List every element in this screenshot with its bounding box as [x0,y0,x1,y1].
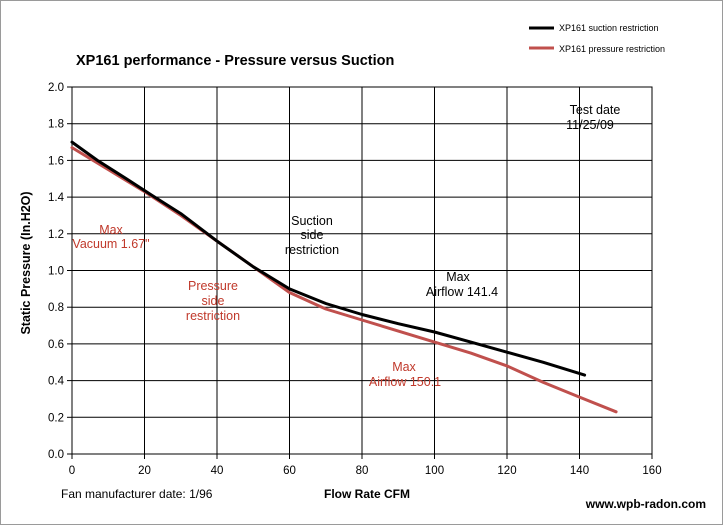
website-url: www.wpb-radon.com [585,497,706,511]
annotation-pressure-line3: restriction [186,309,240,323]
annotation-max-airflow-suction-line1: Max [446,270,470,284]
fan-manufacturer-date: Fan manufacturer date: 1/96 [61,487,213,501]
y-tick-label: 0.4 [48,376,65,388]
grid [71,86,653,455]
y-tick-label: 1.2 [48,229,64,241]
y-axis-label: Static Pressure (In.H2O) [19,191,33,334]
x-tick-label: 140 [570,465,589,477]
chart-title: XP161 performance - Pressure versus Suct… [76,53,394,69]
axes: 0.0 0.2 0.4 0.6 0.8 1.0 1.2 1.4 1.6 1.8 2.0 0 20 40 60… [48,82,662,477]
y-tick-label: 1.4 [48,192,65,204]
x-tick-label: 100 [425,465,444,477]
annotation-test-date-label: Test date [570,103,621,117]
y-tick-label: 0.0 [48,449,64,461]
x-tick-label: 160 [642,465,661,477]
x-axis-label: Flow Rate CFM [324,487,410,501]
annotation-max-airflow-suction-line2: Airflow 141.4 [426,285,498,299]
legend: XP161 suction restriction XP161 pressure… [529,23,665,54]
series-line-pressure [70,146,618,414]
plot-area-border [71,86,653,455]
legend-label-suction: XP161 suction restriction [559,23,659,33]
x-tick-label: 0 [69,465,75,477]
y-tick-label: 1.0 [48,266,64,278]
annotation-pressure-line2: side [202,294,225,308]
x-tick-label: 120 [497,465,516,477]
y-tick-label: 1.8 [48,119,64,131]
y-tick-label: 0.8 [48,302,64,314]
annotation-max-airflow-pressure-line1: Max [392,360,416,374]
x-tick-label: 40 [211,465,224,477]
series-lines [70,140,618,414]
series-line-suction [70,140,587,377]
x-tick-label: 80 [356,465,369,477]
annotation-suction-line1: Suction [291,214,333,228]
annotation-suction-line3: restriction [285,243,339,257]
legend-label-pressure: XP161 pressure restriction [559,44,665,54]
x-tick-label: 20 [138,465,151,477]
x-tick-label: 60 [283,465,296,477]
annotation-max-vacuum-line1: Max [99,223,123,237]
annotation-test-date: 11/25/09 [566,118,614,132]
annotation-max-airflow-pressure-line2: Airflow 150.1 [369,375,441,389]
annotation-max-vacuum-line2: Vacuum 1.67" [72,237,149,251]
annotation-pressure-line1: Pressure [188,279,238,293]
y-tick-label: 0.2 [48,412,64,424]
y-tick-label: 1.6 [48,155,64,167]
y-tick-label: 0.6 [48,339,64,351]
y-tick-label: 2.0 [48,82,64,94]
annotation-suction-line2: side [301,228,324,242]
